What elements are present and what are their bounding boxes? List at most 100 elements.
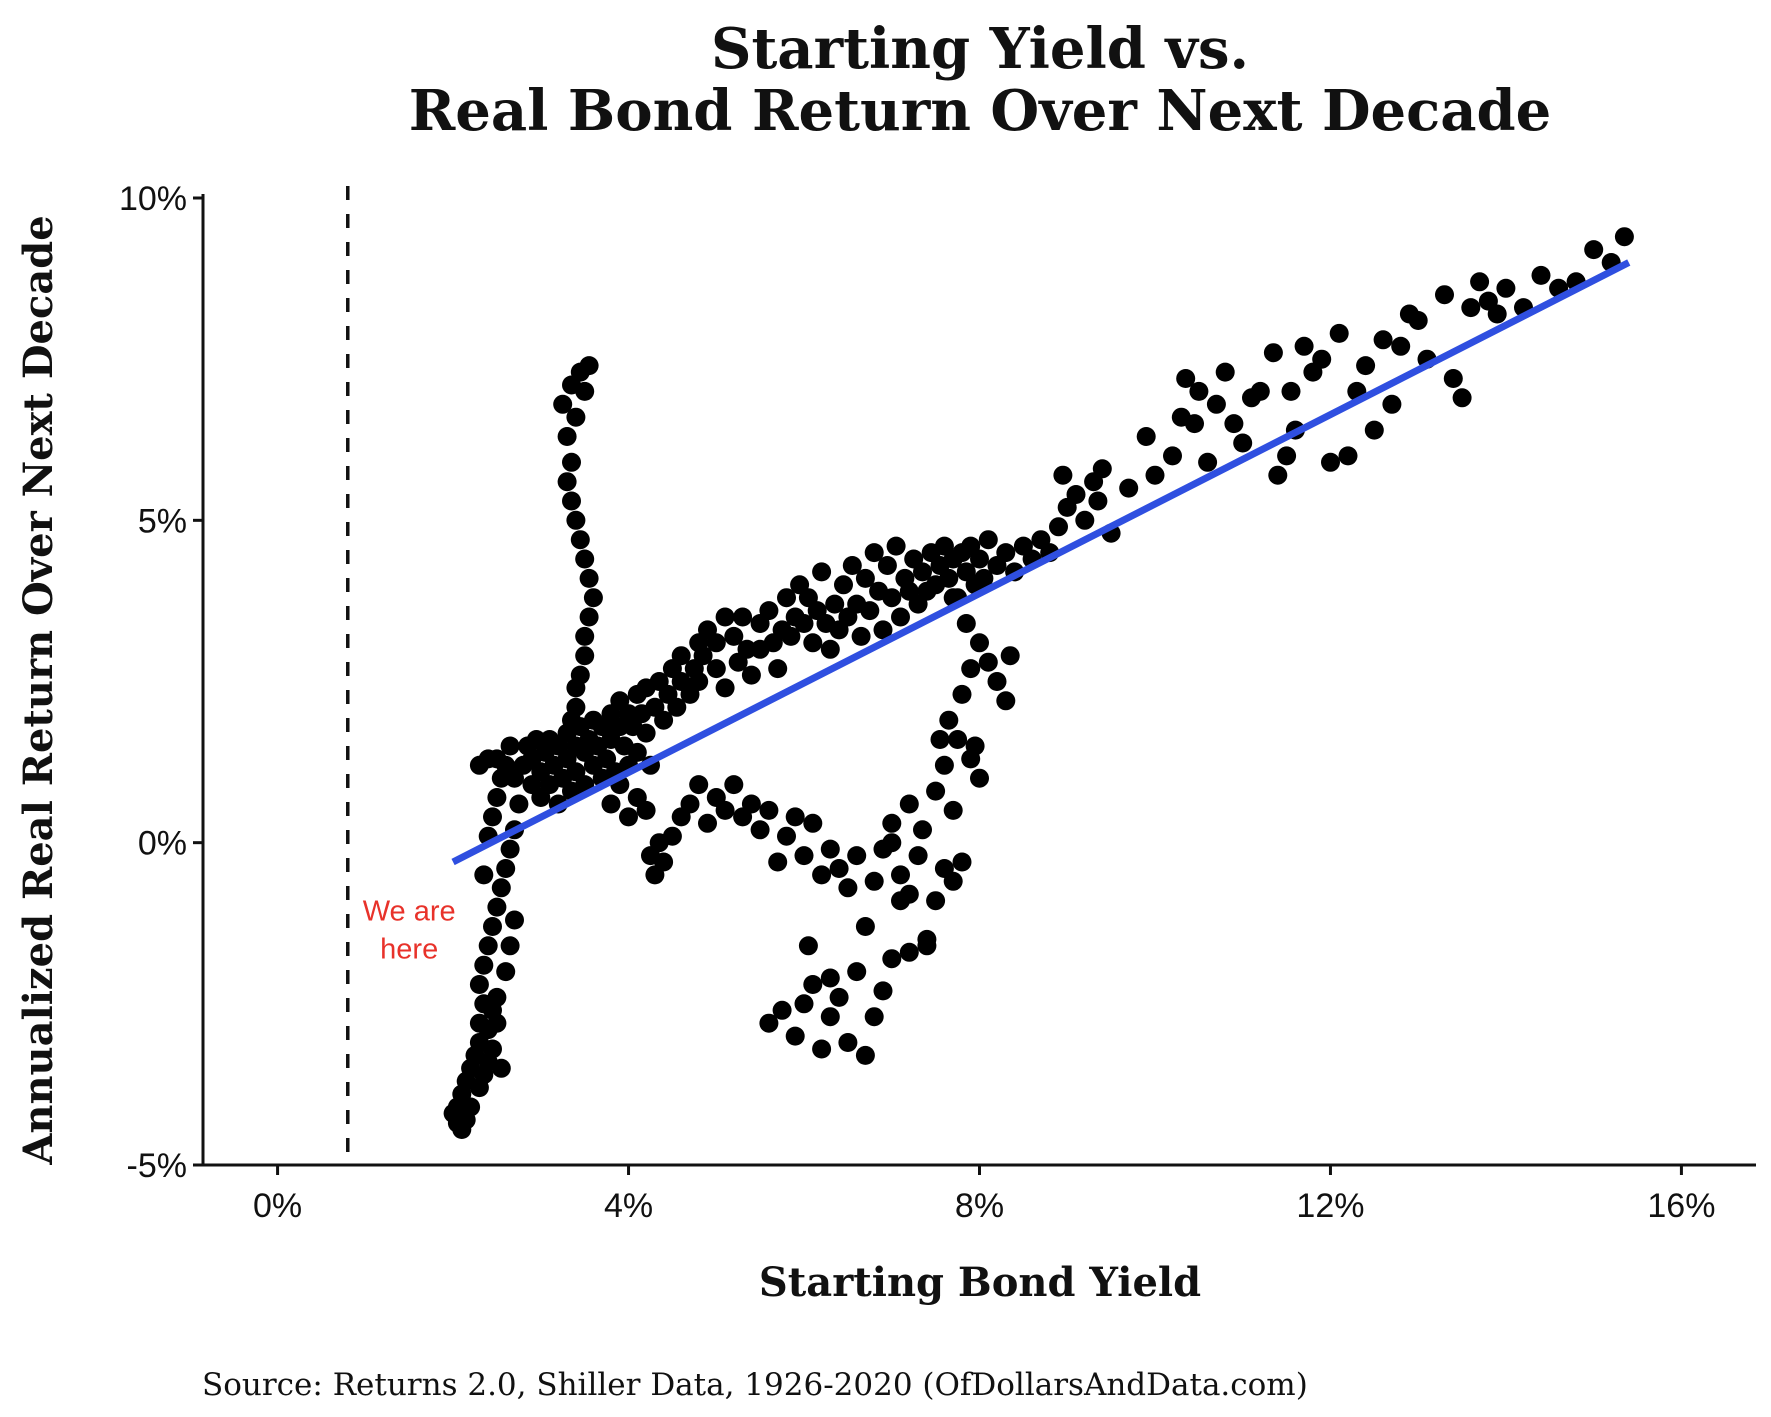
data-point: [1373, 330, 1393, 350]
data-point: [873, 620, 893, 640]
data-point: [619, 807, 638, 827]
data-point: [562, 710, 581, 730]
data-point: [930, 730, 950, 749]
data-point: [1250, 381, 1270, 401]
data-point: [794, 846, 814, 866]
data-point: [461, 1097, 481, 1117]
data-point: [948, 730, 968, 749]
data-point: [562, 491, 581, 511]
x-tick-label: 4%: [604, 1187, 653, 1225]
y-tick-label: 10%: [119, 180, 187, 218]
data-point: [636, 800, 656, 820]
data-point: [575, 381, 595, 401]
data-point: [772, 1000, 792, 1020]
data-point: [1584, 240, 1604, 260]
data-point: [579, 568, 599, 588]
data-point: [952, 852, 972, 872]
data-point: [505, 910, 524, 930]
data-point: [803, 813, 823, 833]
data-point: [939, 568, 959, 588]
data-point: [509, 794, 529, 814]
data-point: [1329, 323, 1349, 343]
data-point: [1614, 227, 1634, 247]
data-point: [864, 543, 884, 563]
data-point: [785, 1026, 805, 1046]
chart-title-line-2: Real Bond Return Over Next Decade: [409, 78, 1552, 144]
data-point: [1382, 394, 1402, 414]
data-point: [469, 975, 489, 994]
data-point: [487, 1013, 507, 1033]
data-point: [777, 826, 796, 846]
data-point: [1088, 491, 1108, 511]
data-point: [741, 665, 761, 685]
data-point: [557, 472, 577, 492]
y-tick-label: 5%: [138, 502, 187, 540]
data-point: [1224, 414, 1244, 434]
data-point: [886, 536, 906, 556]
data-point: [855, 1045, 875, 1065]
data-point: [566, 678, 586, 698]
data-point: [970, 549, 989, 569]
data-point: [873, 981, 893, 1001]
data-point: [1185, 414, 1204, 434]
data-point: [768, 852, 788, 872]
data-point: [491, 878, 511, 898]
data-point: [803, 975, 823, 994]
data-point: [943, 871, 963, 891]
data-point: [500, 839, 520, 859]
data-point: [838, 878, 858, 898]
data-point: [1364, 420, 1384, 440]
data-point: [583, 588, 603, 608]
data-point: [570, 530, 590, 550]
data-point: [1119, 478, 1139, 498]
data-point: [1176, 369, 1196, 388]
data-point: [934, 755, 954, 775]
data-point: [1487, 304, 1507, 324]
data-point: [557, 427, 577, 446]
data-point: [698, 813, 717, 833]
data-point: [483, 1039, 502, 1059]
source-note: Source: Returns 2.0, Shiller Data, 1926-…: [202, 1367, 1308, 1403]
data-point: [1145, 465, 1165, 485]
data-point: [882, 813, 902, 833]
x-axis-title: Starting Bond Yield: [759, 1259, 1201, 1306]
x-tick-label: 8%: [955, 1187, 1004, 1225]
data-point: [562, 452, 581, 472]
data-point: [1198, 452, 1218, 472]
data-point: [1461, 298, 1481, 318]
data-point: [899, 942, 919, 962]
data-point: [847, 846, 867, 866]
data-point: [662, 826, 682, 846]
data-point: [1531, 265, 1551, 285]
data-point: [1408, 311, 1428, 330]
data-point: [478, 936, 498, 956]
data-point: [715, 800, 735, 820]
data-point: [689, 775, 709, 795]
data-point: [838, 1033, 858, 1052]
data-point: [829, 859, 849, 878]
data-point: [908, 846, 928, 866]
data-point: [1281, 381, 1301, 401]
data-point: [794, 994, 814, 1014]
data-point: [855, 917, 875, 936]
data-point: [899, 794, 919, 814]
data-point: [820, 839, 840, 859]
data-point: [1294, 336, 1314, 356]
data-point: [566, 510, 586, 530]
data-points-layer: [443, 227, 1634, 1139]
data-point: [825, 594, 845, 614]
data-point: [891, 865, 910, 885]
axes-layer: -5% 0% 5% 10% 0% 4% 8% 12% 16%: [119, 180, 1756, 1225]
data-point: [487, 987, 507, 1007]
data-point: [1189, 381, 1209, 401]
data-point: [1470, 272, 1490, 292]
data-point: [759, 601, 779, 621]
data-point: [820, 1007, 840, 1027]
data-point: [917, 929, 937, 949]
data-point: [750, 820, 770, 840]
data-point: [1136, 427, 1156, 446]
data-point: [575, 626, 595, 646]
data-point: [926, 781, 946, 801]
data-point: [1356, 356, 1376, 376]
